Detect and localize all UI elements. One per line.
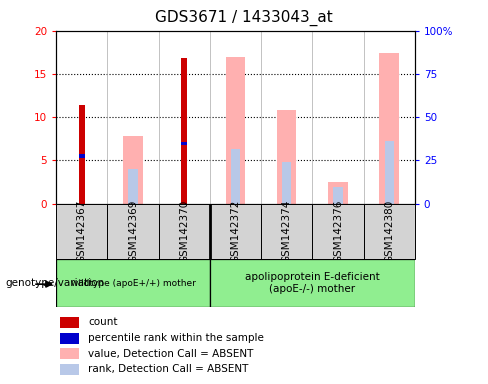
Bar <box>210 204 261 259</box>
Text: percentile rank within the sample: percentile rank within the sample <box>88 333 264 343</box>
Bar <box>107 204 159 259</box>
Text: GDS3671 / 1433043_at: GDS3671 / 1433043_at <box>155 10 333 26</box>
Bar <box>56 204 107 259</box>
Bar <box>226 57 245 204</box>
Bar <box>385 141 394 204</box>
Text: GSM142367: GSM142367 <box>77 200 87 263</box>
Bar <box>282 162 291 204</box>
Bar <box>60 317 80 328</box>
Text: GSM142376: GSM142376 <box>333 200 343 263</box>
Bar <box>60 364 80 375</box>
Bar <box>328 182 347 204</box>
Bar <box>159 204 210 259</box>
Bar <box>333 187 343 204</box>
Bar <box>181 142 187 146</box>
Bar <box>79 154 85 157</box>
Bar <box>312 204 364 259</box>
Text: apolipoprotein E-deficient
(apoE-/-) mother: apolipoprotein E-deficient (apoE-/-) mot… <box>245 272 380 294</box>
Text: wildtype (apoE+/+) mother: wildtype (apoE+/+) mother <box>71 279 195 288</box>
Bar <box>56 259 210 307</box>
Bar <box>364 204 415 259</box>
Text: GSM142370: GSM142370 <box>179 200 189 263</box>
Bar <box>60 348 80 359</box>
Text: GSM142369: GSM142369 <box>128 200 138 263</box>
Bar <box>277 110 296 204</box>
Bar <box>231 149 240 204</box>
Text: genotype/variation: genotype/variation <box>5 278 104 288</box>
Bar <box>123 136 142 204</box>
Text: GSM142374: GSM142374 <box>282 200 292 263</box>
Text: GSM142380: GSM142380 <box>384 200 394 263</box>
Bar <box>181 58 187 204</box>
Text: value, Detection Call = ABSENT: value, Detection Call = ABSENT <box>88 349 254 359</box>
Bar <box>261 204 312 259</box>
Bar <box>79 105 85 204</box>
Bar <box>380 53 399 204</box>
Bar <box>60 333 80 344</box>
Bar <box>210 259 415 307</box>
Text: count: count <box>88 318 118 328</box>
Text: GSM142372: GSM142372 <box>230 200 241 263</box>
Bar <box>128 169 138 204</box>
Text: rank, Detection Call = ABSENT: rank, Detection Call = ABSENT <box>88 364 249 374</box>
